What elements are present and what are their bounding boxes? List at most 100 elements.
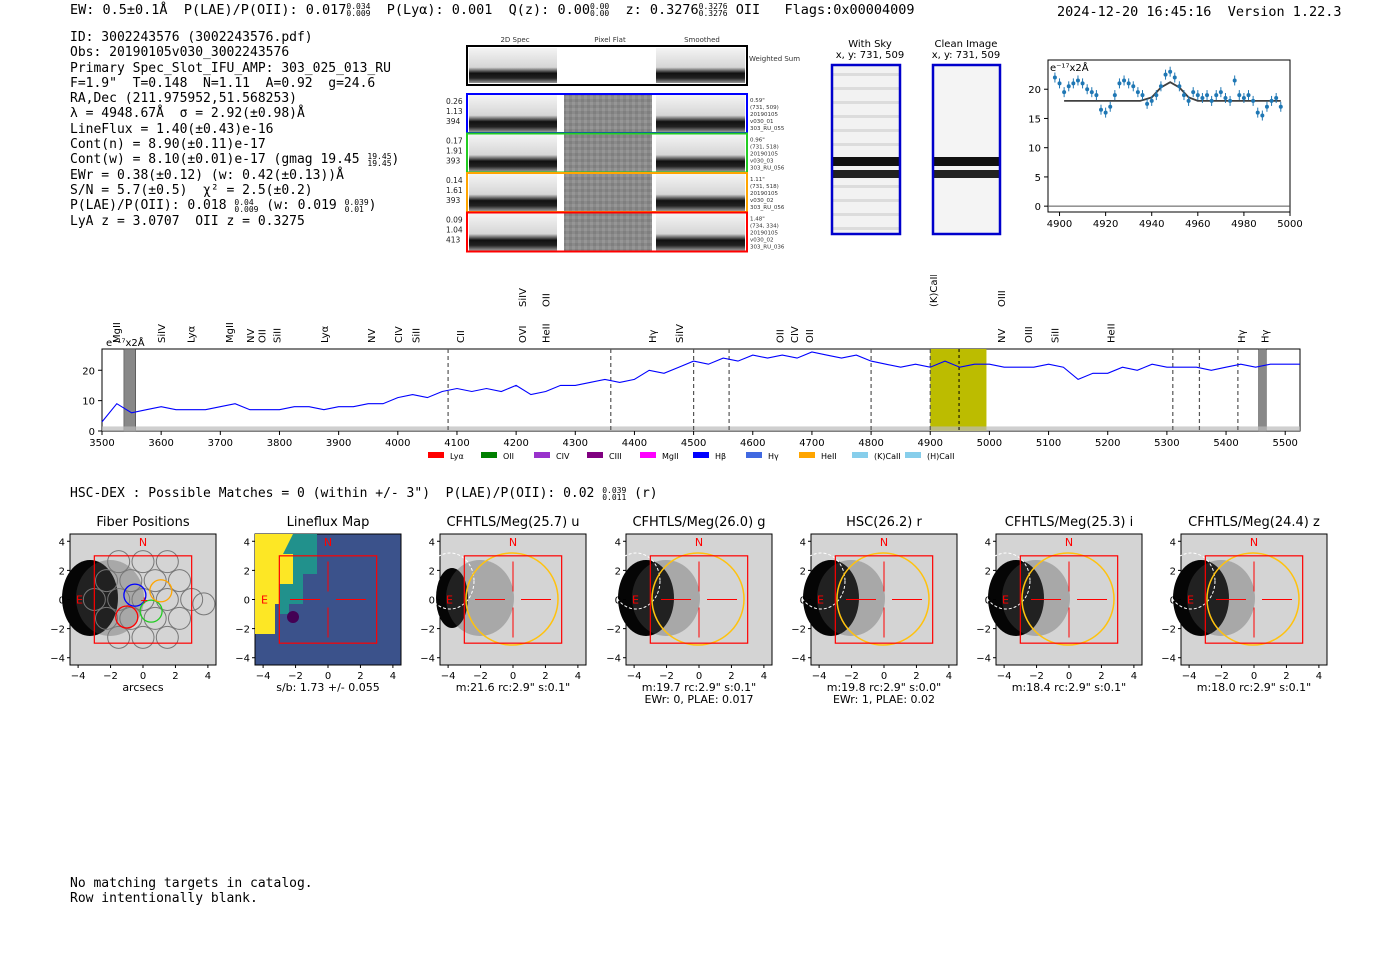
legend-swatch <box>428 452 444 458</box>
contw-lo: 19.45 <box>367 158 392 168</box>
timestamp: 2024-12-20 16:45:16 <box>1057 4 1212 20</box>
with-sky-image <box>830 63 902 236</box>
zoom-data-point <box>1269 98 1274 103</box>
spec-xtick-label: 4300 <box>563 438 588 449</box>
panel-subtitle: m:19.7 rc:2.9" s:0.1" <box>642 681 757 694</box>
zoom-data-point <box>1112 93 1117 98</box>
panel-xtick-label: −4 <box>627 671 642 682</box>
fiber-highlight-orange <box>149 579 173 603</box>
zoom-data-point <box>1052 75 1057 80</box>
panel-ytick-label: 0 <box>985 596 991 607</box>
source-aperture <box>1021 552 1115 646</box>
image-panel-4: HSC(26.2) r N E 4 2 0 −2 −4 −4 −2 0 2 4 m:19.8 rc:2.9… <box>791 515 958 706</box>
cutout-left-value: 1.13 <box>446 107 463 116</box>
sky-images: With Sky x, y: 731, 509 Clean Image x, y… <box>830 39 1002 236</box>
zoom-data-point <box>1057 81 1062 86</box>
zoom-data-point <box>1205 93 1210 98</box>
zoom-data-point <box>1126 81 1131 86</box>
info-plae-row: P(LAE)/P(OII): 0.018 0.04 0.009 (w: 0.019… <box>70 198 399 213</box>
panel-xtick-label: 0 <box>881 671 887 682</box>
qz-lo: 0.00 <box>589 9 610 18</box>
legend-swatch <box>852 452 868 458</box>
col-title-2dspec: 2D Spec <box>500 36 529 44</box>
panel-ytick-label: −4 <box>50 654 65 665</box>
panel-ytick-label: 4 <box>1170 537 1176 548</box>
panel-ytick-label: −2 <box>606 625 621 636</box>
z-value: z: 0.3276 <box>625 2 699 18</box>
panel-ytick-label: 0 <box>800 596 806 607</box>
panel-title: HSC(26.2) r <box>846 515 922 530</box>
zoom-data-point <box>1209 98 1214 103</box>
info-ewr: EWr = 0.38(±0.12) (w: 0.42(±0.13))Å <box>70 167 344 183</box>
imaging-panels: Fiber Positions + N E 4 2 0 −2 −4 −4 −2 0 2 4 arcsecs L… <box>50 515 1328 706</box>
legend-swatch <box>481 452 497 458</box>
cutout-right-value: 303_RU_056 <box>750 166 785 172</box>
zoom-xtick-label: 4900 <box>1047 219 1072 230</box>
zoom-xtick-label: 4920 <box>1093 219 1118 230</box>
legend-label: OII <box>503 452 514 461</box>
panel-xtick-label: 4 <box>946 671 952 682</box>
zoom-data-point <box>1149 98 1154 103</box>
plae2-end: ) <box>368 198 377 214</box>
panel-xtick-label: −4 <box>71 671 86 682</box>
image-panel-5: CFHTLS/Meg(25.3) i N E 4 2 0 −2 −4 −4 −2 0 2 4 m:18.4… <box>976 515 1143 694</box>
east-label: E <box>261 594 268 607</box>
cutout-right-value: v030_02 <box>750 238 774 244</box>
galaxy-halo <box>446 560 514 636</box>
panel-title: Fiber Positions <box>96 515 189 530</box>
spec-xtick-label: 4400 <box>622 438 647 449</box>
panel-ytick-label: 4 <box>59 537 65 548</box>
panel-ytick-label: 2 <box>985 566 991 577</box>
panel-xtick-label: −2 <box>1029 671 1044 682</box>
fiber-circle <box>119 606 143 630</box>
cutout-right-value: (731, 509) <box>750 105 779 111</box>
panel-xtick-label: 2 <box>357 671 363 682</box>
plae-hi: 0.034 <box>346 2 371 11</box>
zoom-data-point <box>1140 93 1145 98</box>
zoom-data-point <box>1181 93 1186 98</box>
cutout-smoothed <box>656 213 745 251</box>
info-primary: Primary Spec_Slot_IFU_AMP: 303_025_013_R… <box>70 60 391 76</box>
panel-ytick-label: −2 <box>235 625 250 636</box>
ew-value: EW: 0.5±0.1Å <box>70 2 168 18</box>
zoom-data-point <box>1122 78 1127 83</box>
emission-line-label: SiII <box>273 328 284 343</box>
legend-swatch <box>587 452 603 458</box>
cutout-smoothed <box>656 174 745 211</box>
plae-lo: 0.009 <box>346 9 371 18</box>
panel-ytick-label: 4 <box>615 537 621 548</box>
legend-item: CIII <box>587 452 622 461</box>
zoom-data-point <box>1066 84 1071 89</box>
fiber-circle <box>168 569 191 593</box>
clean-image-xy: x, y: 731, 509 <box>932 50 1001 61</box>
panel-xtick-label: 2 <box>542 671 548 682</box>
spec-xtick-label: 3500 <box>89 438 114 449</box>
clean-image-title: Clean Image <box>935 39 998 50</box>
footer-line2: Row intentionally blank. <box>70 891 258 907</box>
zoom-ytick-label: 0 <box>1035 202 1041 213</box>
zoom-data-point <box>1108 104 1113 109</box>
legend-swatch <box>534 452 550 458</box>
legend-swatch <box>905 452 921 458</box>
panel-xtick-label: −2 <box>103 671 118 682</box>
galaxy-halo <box>817 560 885 636</box>
panel-subtitle: m:18.0 rc:2.9" s:0.1" <box>1197 681 1312 694</box>
east-label: E <box>1187 594 1194 607</box>
zoom-data-point <box>1158 84 1163 89</box>
zoom-data-point <box>1135 90 1140 95</box>
fiber-circle <box>155 550 179 574</box>
info-contn: Cont(n) = 8.90(±0.11)e-17 <box>70 137 266 153</box>
hsc-header-end: (r) <box>634 486 658 501</box>
emission-line-label: CIV <box>394 326 405 343</box>
emission-line-label: OII <box>258 329 269 343</box>
spec-xtick-label: 3900 <box>326 438 351 449</box>
cutout-2dspec <box>469 213 557 251</box>
panel-xtick-label: 0 <box>140 671 146 682</box>
cutout-smoothed <box>656 134 745 172</box>
summary-line: EW: 0.5±0.1Å P(LAE)/P(OII): 0.0170.034 0.… <box>70 2 915 18</box>
cutout-right-value: 0.96" <box>750 138 765 144</box>
legend-swatch <box>799 452 815 458</box>
panel-xtick-label: 0 <box>1066 671 1072 682</box>
col-title-pixelflat: Pixel Flat <box>594 36 626 44</box>
